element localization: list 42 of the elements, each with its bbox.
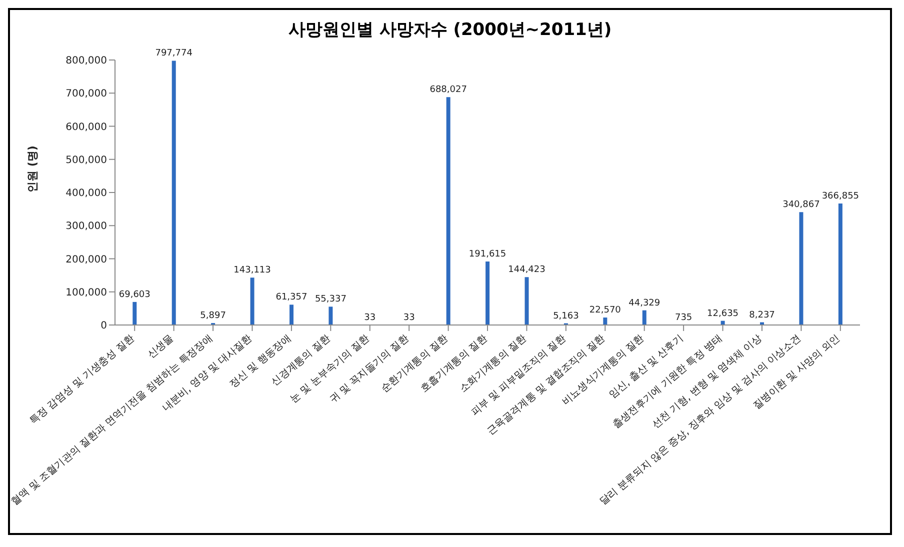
data-label: 22,570 <box>589 306 622 316</box>
y-tick-label: 800,000 <box>66 56 107 67</box>
data-label: 44,329 <box>628 298 660 308</box>
y-tick-label: 0 <box>100 320 107 332</box>
bar <box>132 302 137 325</box>
data-label: 366,855 <box>822 191 860 202</box>
bar <box>524 277 529 325</box>
data-label: 55,337 <box>314 294 346 305</box>
bar <box>486 262 490 325</box>
data-label: 735 <box>675 312 692 323</box>
data-label: 143,113 <box>234 266 271 276</box>
data-label: 797,774 <box>155 48 193 59</box>
data-label: 8,237 <box>749 310 775 320</box>
bar <box>799 212 804 325</box>
bar <box>642 310 646 325</box>
bar <box>328 306 333 325</box>
data-label: 12,635 <box>707 308 739 319</box>
bar <box>172 60 176 325</box>
data-label: 33 <box>364 312 376 323</box>
bar <box>603 318 608 325</box>
y-tick-label: 400,000 <box>66 188 107 200</box>
y-axis-title: 인원 (명) <box>26 146 39 192</box>
bar <box>446 97 450 325</box>
data-label: 688,027 <box>430 85 467 96</box>
y-tick-label: 300,000 <box>66 221 107 232</box>
data-label: 33 <box>403 312 415 323</box>
bar <box>289 304 294 325</box>
data-label: 340,867 <box>782 200 820 210</box>
data-label: 5,897 <box>200 311 226 322</box>
y-tick-label: 100,000 <box>66 287 107 298</box>
data-label: 191,615 <box>468 250 506 260</box>
y-tick-label: 700,000 <box>66 88 107 100</box>
data-label: 144,423 <box>508 265 546 276</box>
y-tick-label: 200,000 <box>66 254 107 266</box>
bar <box>838 203 842 325</box>
y-tick-label: 500,000 <box>66 154 107 166</box>
data-label: 5,163 <box>553 311 579 322</box>
chart-title: 사망원인별 사망자수 (2000년~2011년) <box>287 19 613 40</box>
data-label: 69,603 <box>118 290 150 300</box>
bar <box>250 278 254 325</box>
y-tick-label: 600,000 <box>66 122 107 133</box>
data-label: 61,357 <box>276 292 308 303</box>
